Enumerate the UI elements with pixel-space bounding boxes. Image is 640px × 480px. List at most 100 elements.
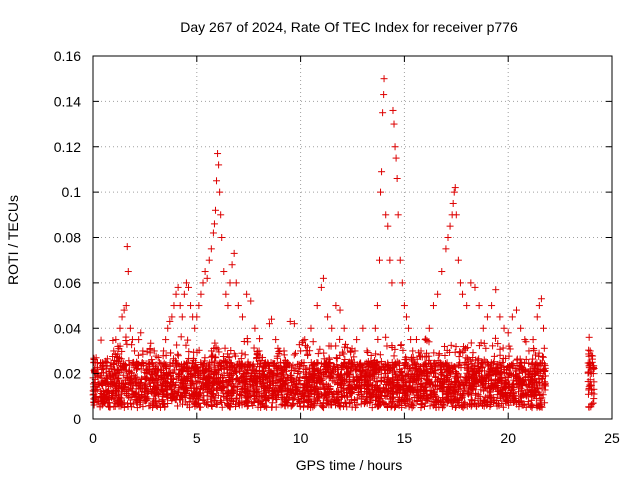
data-point [133, 366, 141, 374]
data-point [226, 279, 234, 287]
data-point [126, 324, 134, 332]
data-point [174, 350, 182, 358]
data-point [340, 350, 348, 358]
data-point [134, 351, 142, 359]
data-point [211, 339, 219, 347]
data-point [382, 333, 390, 341]
data-point [238, 313, 246, 321]
data-point [97, 336, 105, 344]
data-point [451, 184, 459, 192]
data-point [402, 313, 410, 321]
data-point [222, 290, 230, 298]
x-tick-label: 0 [89, 430, 97, 446]
data-point [213, 177, 221, 185]
data-point [123, 243, 131, 251]
data-point [475, 302, 483, 310]
data-point [377, 357, 385, 365]
x-tick-label: 25 [604, 430, 620, 446]
data-point [539, 391, 547, 399]
data-point [197, 290, 205, 298]
data-point [232, 279, 240, 287]
data-point [240, 337, 248, 345]
data-point [359, 324, 367, 332]
data-point [209, 229, 217, 237]
data-point [378, 168, 386, 176]
data-point [224, 302, 232, 310]
y-tick-label: 0.06 [54, 275, 81, 291]
data-point [313, 302, 321, 310]
data-point [347, 348, 355, 356]
data-point [496, 313, 504, 321]
data-point [182, 341, 190, 349]
data-point [122, 333, 130, 341]
data-point [112, 336, 120, 344]
y-tick-label: 0 [73, 411, 81, 427]
data-point [454, 256, 462, 264]
data-point [317, 283, 325, 291]
data-point [309, 338, 317, 346]
data-point [159, 352, 167, 360]
data-point [494, 340, 502, 348]
data-point [463, 302, 471, 310]
data-point [462, 354, 470, 362]
data-point [535, 302, 543, 310]
data-point [174, 402, 182, 410]
data-point [110, 347, 118, 355]
data-point [384, 222, 392, 230]
data-point [135, 336, 143, 344]
data-point [185, 348, 193, 356]
data-point [397, 341, 405, 349]
x-tick-label: 20 [500, 430, 516, 446]
data-point [137, 329, 145, 337]
data-point [290, 320, 298, 328]
data-point [409, 347, 417, 355]
data-point [268, 315, 276, 323]
data-point [425, 324, 433, 332]
data-point [467, 339, 475, 347]
data-point [434, 290, 442, 298]
data-point [119, 371, 127, 379]
data-point [105, 402, 113, 410]
data-point [353, 336, 361, 344]
data-point [174, 352, 182, 360]
data-point [193, 313, 201, 321]
data-point [215, 348, 223, 356]
data-point [400, 302, 408, 310]
x-tick-label: 15 [397, 430, 413, 446]
data-point [585, 333, 593, 341]
data-point [234, 302, 242, 310]
data-point [182, 279, 190, 287]
data-point [205, 256, 213, 264]
data-point [374, 335, 382, 343]
data-point [372, 350, 380, 358]
data-point [474, 356, 482, 364]
data-point [218, 234, 226, 241]
data-point [446, 222, 454, 230]
data-point [394, 211, 402, 219]
data-point [412, 336, 420, 344]
data-point [214, 150, 222, 158]
data-point [274, 344, 282, 352]
data-point [444, 234, 452, 241]
data-point [535, 352, 543, 360]
data-point [210, 220, 218, 228]
data-point [180, 290, 188, 298]
data-point [238, 349, 246, 357]
data-point [328, 324, 336, 332]
data-point [459, 290, 467, 298]
data-point [302, 347, 310, 355]
data-point [195, 302, 203, 310]
data-point [471, 283, 479, 291]
data-point [590, 395, 598, 403]
data-point [499, 344, 507, 352]
data-point [201, 268, 209, 276]
data-point [525, 359, 533, 367]
data-point [391, 143, 399, 151]
y-tick-label: 0.04 [54, 320, 81, 336]
data-point [120, 306, 128, 314]
data-point [389, 106, 397, 114]
data-point [215, 161, 223, 169]
data-point [540, 344, 548, 352]
data-point [243, 290, 251, 298]
data-point [187, 302, 195, 310]
